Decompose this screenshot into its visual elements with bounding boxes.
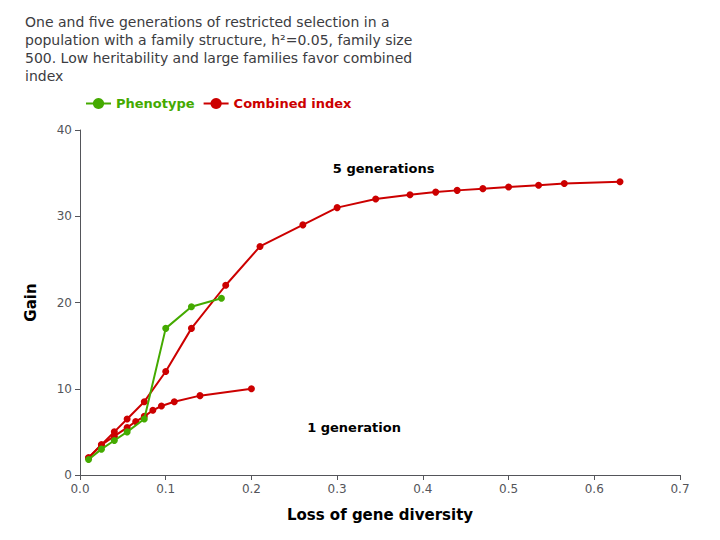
svg-text:0.2: 0.2 — [242, 482, 261, 496]
svg-text:10: 10 — [57, 382, 72, 396]
svg-text:index: index — [25, 68, 63, 84]
svg-text:0: 0 — [64, 468, 72, 482]
svg-text:0.0: 0.0 — [70, 482, 89, 496]
svg-text:One and five generations of re: One and five generations of restricted s… — [25, 14, 390, 30]
svg-text:0.5: 0.5 — [499, 482, 518, 496]
svg-text:0.3: 0.3 — [328, 482, 347, 496]
svg-text:Gain: Gain — [22, 283, 40, 321]
svg-text:1 generation: 1 generation — [307, 420, 401, 435]
svg-text:0.6: 0.6 — [585, 482, 604, 496]
svg-text:500. Low heritability and larg: 500. Low heritability and large families… — [25, 50, 412, 66]
svg-text:population with a family struc: population with a family structure, h²=0… — [25, 32, 412, 48]
svg-text:5 generations: 5 generations — [333, 161, 435, 176]
svg-text:Combined index: Combined index — [234, 96, 353, 111]
svg-text:0.4: 0.4 — [413, 482, 432, 496]
svg-text:Phenotype: Phenotype — [116, 96, 195, 111]
svg-text:40: 40 — [57, 123, 72, 137]
svg-text:Loss of gene diversity: Loss of gene diversity — [287, 506, 473, 524]
svg-text:20: 20 — [57, 296, 72, 310]
svg-text:0.1: 0.1 — [156, 482, 175, 496]
svg-text:30: 30 — [57, 209, 72, 223]
svg-text:0.7: 0.7 — [670, 482, 689, 496]
